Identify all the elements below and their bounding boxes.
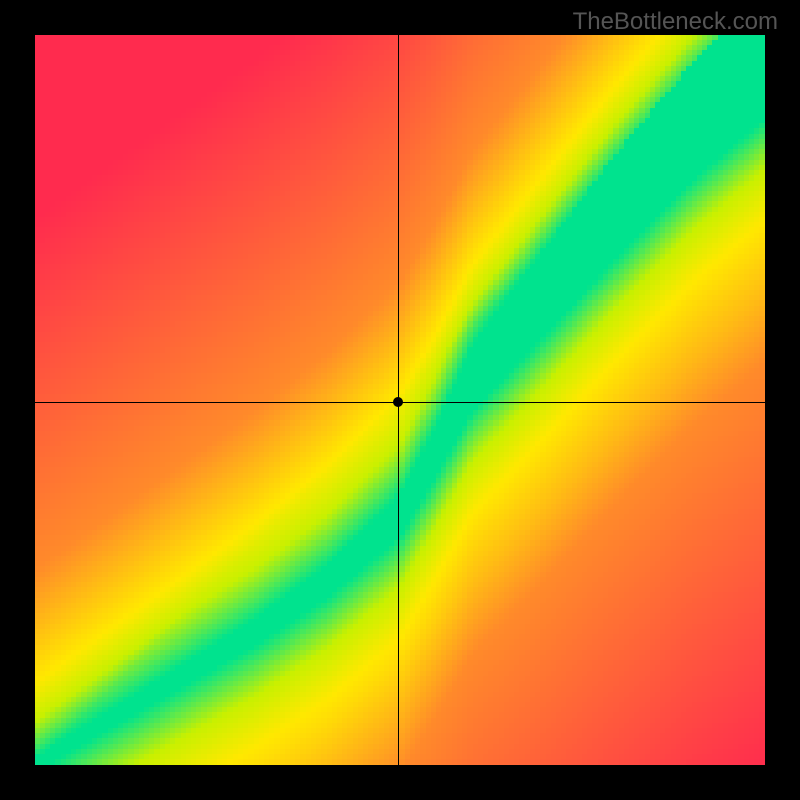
heatmap-plot bbox=[35, 35, 765, 765]
watermark-text: TheBottleneck.com bbox=[573, 8, 778, 36]
selection-marker bbox=[393, 397, 403, 407]
